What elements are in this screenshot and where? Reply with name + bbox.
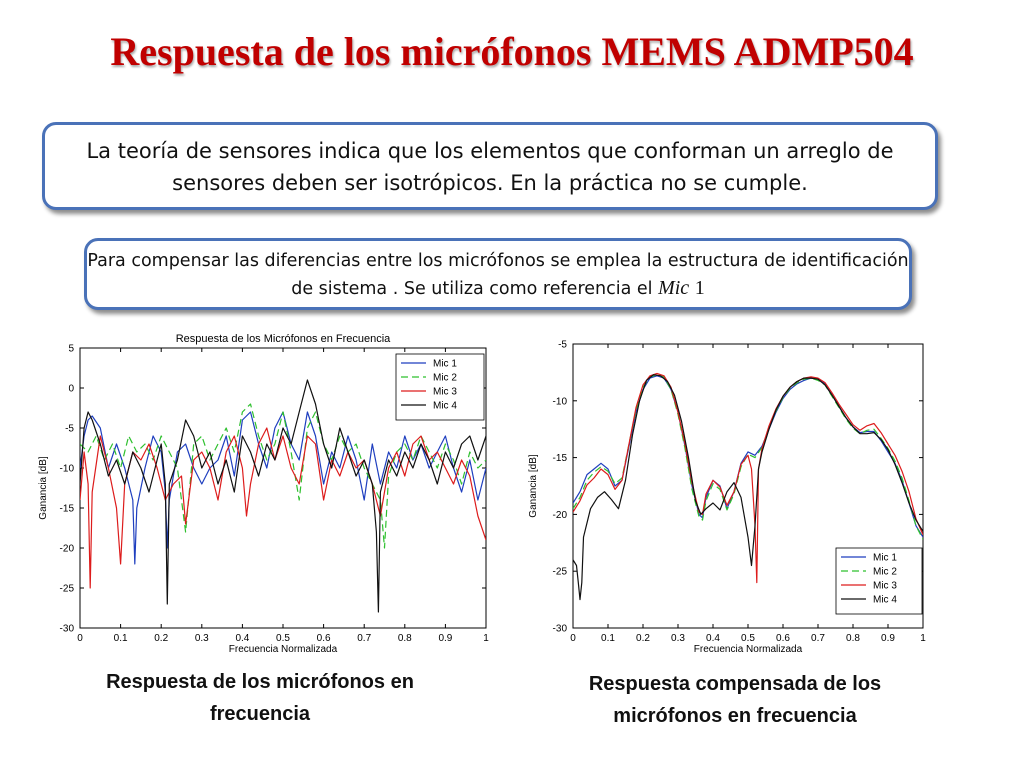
left-chart-xtick-label: 0.3 [195,633,209,644]
right-chart-xtick-label: 0.5 [741,633,755,644]
right-chart-xlabel: Frecuencia Normalizada [694,644,803,655]
right-chart-series-group [573,372,923,601]
left-chart-legend-label: Mic 1 [433,359,457,370]
reference-mic-number: 1 [694,277,705,299]
left-chart-ytick-label: -10 [60,464,75,475]
right-chart-legend-label: Mic 2 [873,567,897,578]
compensation-text: Para compensar las diferencias entre los… [87,251,909,299]
right-chart-xtick-label: 0 [570,633,576,644]
right-chart-xtick-label: 0.7 [811,633,825,644]
left-chart-xtick-label: 0.8 [398,633,412,644]
right-chart-caption: Respuesta compensada de los micrófonos e… [588,673,882,727]
right-chart-xtick-label: 0.6 [776,633,790,644]
left-chart-series-line-1 [80,411,486,565]
left-chart-xtick-label: 0.1 [114,633,128,644]
left-chart-ytick-label: -20 [60,544,75,555]
left-chart-caption: Respuesta de los micrófonos en frecuenci… [106,671,414,725]
right-chart-xtick-label: 0.8 [846,633,860,644]
left-chart-series-line-2 [80,403,486,549]
right-chart-ytick-label: -15 [553,453,568,464]
left-chart-ytick-label: -15 [60,504,75,515]
slide-title: Respuesta de los micrófonos MEMS ADMP504 [110,29,914,74]
left-chart-xtick-label: 0.2 [154,633,168,644]
left-chart-xtick-label: 0.6 [317,633,331,644]
right-chart-xtick-label: 0.3 [671,633,685,644]
left-chart-series-group [80,379,486,613]
left-chart-xtick-label: 0.5 [276,633,290,644]
left-chart-ytick-label: -25 [60,584,75,595]
left-chart-series-line-4 [80,379,486,613]
right-chart-xtick-label: 0.2 [636,633,650,644]
left-chart-xtick-label: 0 [77,633,83,644]
right-chart-xtick-label: 1 [920,633,926,644]
right-chart-ytick-label: -5 [558,340,567,351]
right-chart-xtick-label: 0.1 [601,633,615,644]
left-chart-ytick-label: 5 [68,344,74,355]
right-chart-ytick-label: -10 [553,396,568,407]
right-chart-legend-box [835,547,923,615]
left-chart-legend-label: Mic 3 [433,387,457,398]
left-chart-ytick-label: -30 [60,624,75,635]
right-chart-xtick-label: 0.4 [706,633,720,644]
left-chart-ylabel: Ganancia [dB] [38,456,49,520]
compensation-text-box: Para compensar las diferencias entre los… [84,238,912,310]
right-chart-ytick-label: -30 [553,624,568,635]
left-chart-ytick-label: -5 [65,424,74,435]
reference-mic-math: Mic [658,277,690,299]
right-chart-xtick-label: 0.9 [881,633,895,644]
right-chart-ylabel: Ganancia [dB] [528,454,539,518]
right-chart-series-line-3 [573,372,923,584]
right-chart-legend-label: Mic 4 [873,595,897,606]
left-chart-xtick-label: 0.7 [357,633,371,644]
left-chart-xtick-label: 0.9 [438,633,452,644]
right-chart-series-line-4 [573,374,923,601]
right-chart-ytick-label: -20 [553,510,568,521]
left-chart-xtick-label: 1 [483,633,489,644]
right-chart-ytick-label: -25 [553,567,568,578]
theory-text: La teoría de sensores indica que los ele… [86,139,894,195]
left-chart-legend-label: Mic 2 [433,373,457,384]
left-chart-ytick-label: 0 [68,384,74,395]
left-chart-xlabel: Frecuencia Normalizada [229,644,338,655]
theory-text-box: La teoría de sensores indica que los ele… [42,122,938,210]
left-chart-legend-box [395,353,485,421]
left-chart-legend-label: Mic 4 [433,401,457,412]
left-chart-title: Respuesta de los Micrófonos en Frecuenci… [176,333,391,345]
left-chart-xtick-label: 0.4 [235,633,249,644]
right-chart-legend-label: Mic 3 [873,581,897,592]
right-chart-legend-label: Mic 1 [873,553,897,564]
